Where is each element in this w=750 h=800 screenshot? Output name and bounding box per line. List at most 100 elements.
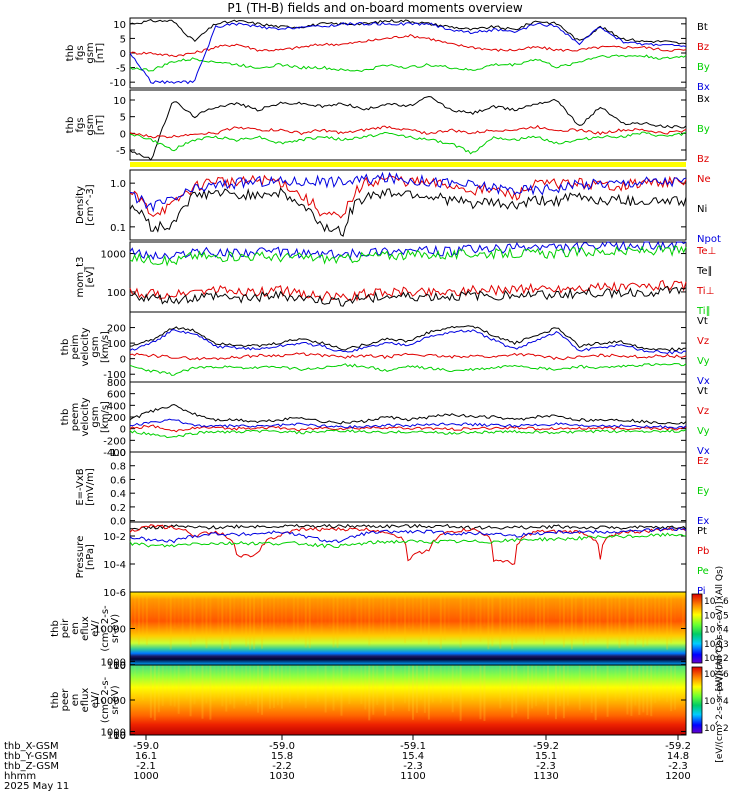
spectrogram-streak [630,592,632,618]
spectrogram-streak [162,592,164,619]
spectrogram-streak [257,592,260,628]
spectrogram-streak [606,665,609,717]
spectrogram-streak [471,665,474,701]
legend-entry: Ne [697,174,711,185]
spectrogram-peir-en-eflux [130,592,686,665]
axis-label: thb [65,117,76,134]
series-Vt [129,325,686,352]
time-axis-value: -59.2 [533,741,559,752]
spectrogram-streak [483,665,486,721]
spectrogram-streak [300,665,303,694]
spectrogram-streak [221,592,224,649]
legend-entry: Vt [697,316,708,327]
spectrogram-streak [658,665,661,701]
spectrogram-streak [674,592,677,622]
axis-label: [km/s] [100,331,111,363]
spectrogram-streak [356,592,359,639]
tick-label: -200 [103,436,126,447]
spectrogram-streak [646,592,649,646]
spectrogram-streak [594,665,597,721]
spectrogram-streak [133,592,136,632]
spectrogram-streak [284,592,287,629]
tick-label: -100 [103,370,126,381]
spectrogram-streak [562,592,565,648]
spectrogram-streak [662,592,665,631]
spectrogram-streak [503,592,506,630]
series-Vz [129,352,687,361]
spectrogram-streak [185,665,188,700]
tick-label: -5 [116,146,126,157]
series-Ti⊥ [129,279,687,302]
legend-entry: By [697,124,710,135]
spectrogram-streak [245,592,248,647]
spectrogram-streak [447,665,450,699]
axis-label: thb [50,692,61,709]
spectrogram-streak [499,665,502,709]
legend-entry: Bx [697,82,710,93]
spectrogram-streak [217,665,220,699]
time-axis-value: 1100 [400,771,425,782]
time-axis-value: -2.3 [536,761,556,772]
spectrogram-streak [436,665,438,689]
axis-label: sr-eV) [110,685,121,714]
legend-entry: Bz [697,42,709,53]
spectrogram-streak [249,665,252,705]
spectrogram-streak [662,665,665,698]
spectrogram-streak [551,665,553,689]
axis-label: [eV] [85,267,96,288]
legend-entry: Ti⊥ [696,286,714,297]
spectrogram-streak [130,592,132,638]
spectrogram-streak [467,592,470,638]
spectrogram-streak [348,592,351,636]
spectrogram-streak [368,665,371,721]
spectrogram-streak [479,592,482,642]
panel-pressure: 10-2 10-4 10-6 Pressure [nPa] Pt Pb Pe Pi [75,521,709,599]
spectrogram-streak [336,665,339,701]
spectrogram-streak [475,665,478,694]
time-axis-row-label: thb_Y-GSM [4,751,57,762]
axis-label: [km/s] [100,401,111,433]
axis-label: fgs [75,45,86,60]
spectrogram-streak [177,665,180,714]
tick-label: 10-2 [103,532,126,543]
spectrogram-streak [467,665,470,692]
spectrogram-streak [463,665,466,693]
panel-fgs-bgsm: 10 5 0 -5 thb fgs gsm [nT] Bx By Bz [65,89,710,165]
tick-label: 0.6 [110,475,126,486]
spectrogram-streak [276,665,279,706]
spectrogram-streak [408,592,410,629]
spectrogram-streak [261,592,264,649]
spectrogram-streak [459,665,462,721]
spectrogram-streak [296,592,299,640]
spectrogram-streak [523,592,526,629]
spectrogram-streak [535,665,538,707]
spectrogram-streak [161,665,164,706]
axis-label: thb [50,620,61,637]
spectrogram-streak [610,592,613,639]
spectrogram-streak [272,665,275,708]
spectrogram-streak [257,665,260,713]
tick-label: 0 [120,49,126,60]
spectrogram-streak [654,665,657,703]
spectrogram-streak [173,592,176,629]
axis-label: peim [70,334,81,359]
spectrogram-streak [590,665,593,713]
spectrogram-streak [368,592,371,646]
legend-entry: Bz [697,154,709,165]
spectrogram-streak [296,665,299,700]
legend-entry: Pi [697,586,706,597]
axis-label: [nT] [95,115,106,135]
tick-label: 400 [107,401,126,412]
spectrogram-streak [392,665,395,711]
spectrogram-streak [606,592,609,649]
spectrogram-streak [384,592,387,640]
spectrogram-streak [427,592,430,645]
time-axis-value: -2.3 [403,761,423,772]
axis-label: gsm [85,114,96,135]
spectrogram-streak [491,665,494,694]
spectrogram-streak [666,592,669,650]
spectrogram-peer-en-eflux [130,665,686,735]
frame-efield [129,451,687,523]
spectrogram-streak [539,592,542,640]
series-Pe [129,532,687,549]
